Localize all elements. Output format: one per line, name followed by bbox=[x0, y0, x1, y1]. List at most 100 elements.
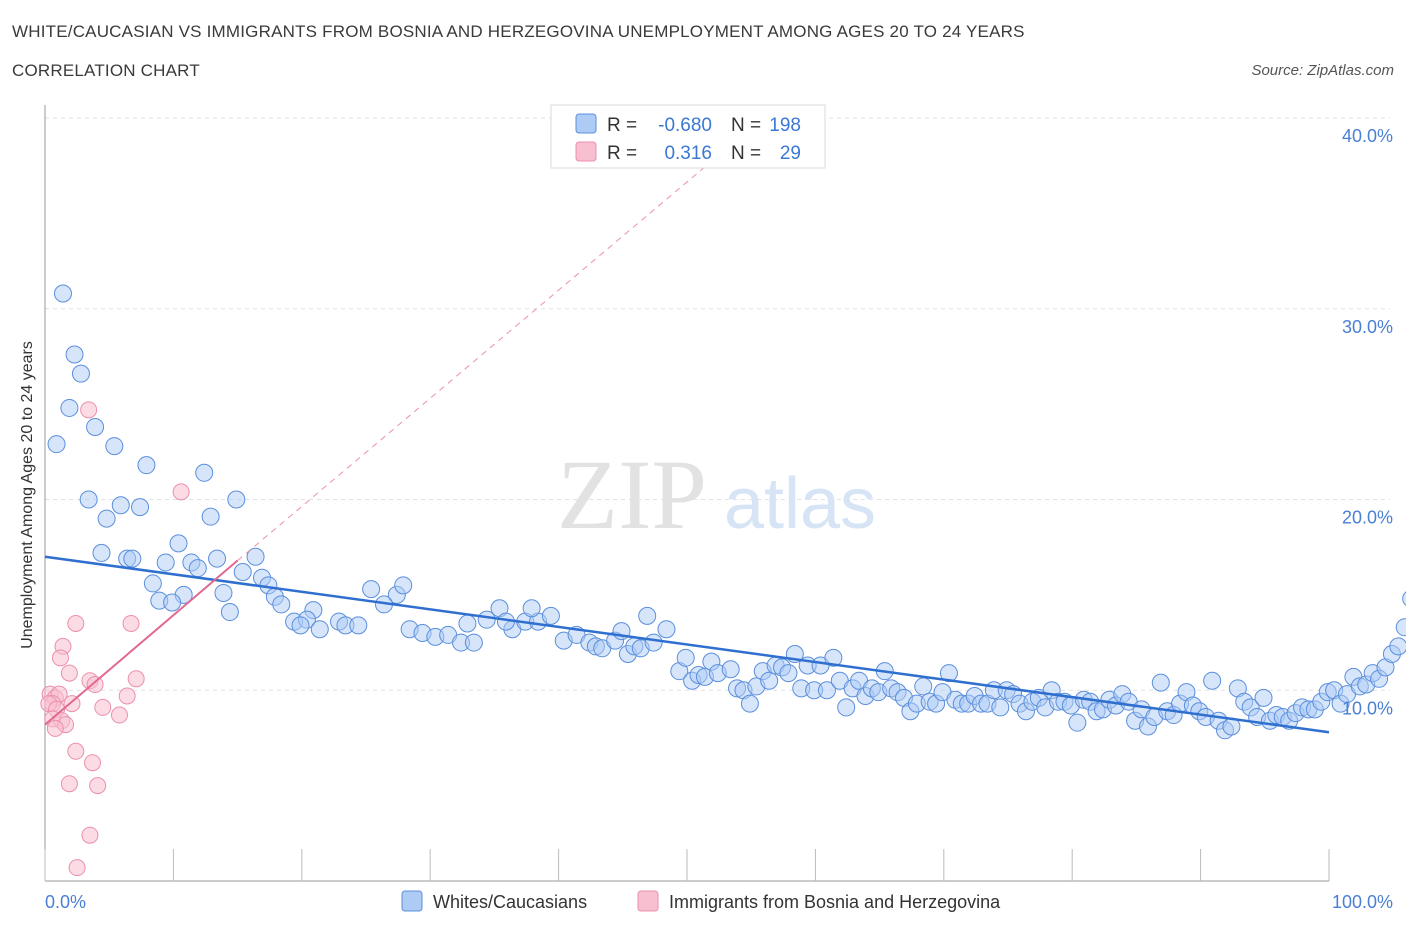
source-label: Source: ZipAtlas.com bbox=[1251, 62, 1394, 79]
point-whites bbox=[740, 694, 759, 713]
legend-r-value-blue: -0.680 bbox=[658, 115, 712, 136]
point-whites bbox=[939, 664, 958, 683]
point-immigrants bbox=[81, 826, 99, 844]
point-immigrants bbox=[94, 698, 112, 716]
point-whites bbox=[163, 593, 182, 612]
point-whites bbox=[349, 616, 368, 635]
point-whites bbox=[214, 583, 233, 602]
watermark-atlas: atlas bbox=[724, 464, 876, 544]
correlation-legend: R = -0.680 N = 198 R = 0.316 N = 29 bbox=[550, 104, 826, 169]
point-whites bbox=[291, 616, 310, 635]
x-tick-label-max: 100.0% bbox=[1332, 892, 1393, 912]
point-immigrants bbox=[67, 742, 85, 760]
point-whites bbox=[92, 543, 111, 562]
point-whites bbox=[97, 509, 116, 528]
point-whites bbox=[1402, 591, 1406, 607]
blue-series-points bbox=[47, 284, 1406, 740]
y-axis-label: Unemployment Among Ages 20 to 24 years bbox=[19, 341, 36, 649]
point-whites bbox=[105, 437, 124, 456]
point-immigrants bbox=[110, 706, 128, 724]
point-whites bbox=[541, 606, 560, 625]
point-whites bbox=[464, 633, 483, 652]
point-whites bbox=[188, 559, 207, 578]
point-immigrants bbox=[118, 687, 136, 705]
point-whites bbox=[760, 671, 779, 690]
point-whites bbox=[657, 620, 676, 639]
chart-title: WHITE/CAUCASIAN VS IMMIGRANTS FROM BOSNI… bbox=[12, 22, 1025, 41]
point-whites bbox=[1151, 673, 1170, 692]
point-whites bbox=[644, 633, 663, 652]
legend-n-label-blue: N = bbox=[731, 115, 761, 136]
point-whites bbox=[156, 553, 175, 572]
point-whites bbox=[638, 606, 657, 625]
point-immigrants bbox=[68, 859, 86, 877]
point-whites bbox=[721, 660, 740, 679]
point-immigrants bbox=[60, 664, 78, 682]
y-tick-label: 40.0% bbox=[1342, 126, 1393, 146]
point-whites bbox=[137, 456, 156, 475]
point-immigrants bbox=[60, 775, 78, 793]
point-whites bbox=[522, 599, 541, 618]
y-tick-label: 30.0% bbox=[1342, 317, 1393, 337]
point-whites bbox=[1389, 637, 1406, 656]
point-whites bbox=[123, 549, 142, 568]
point-whites bbox=[991, 698, 1010, 717]
point-whites bbox=[79, 490, 98, 509]
point-whites bbox=[779, 664, 798, 683]
series-legend: Whites/Caucasians Immigrants from Bosnia… bbox=[401, 890, 1001, 912]
point-whites bbox=[169, 534, 188, 553]
point-whites bbox=[53, 284, 72, 303]
axes bbox=[44, 105, 1330, 882]
point-whites bbox=[208, 549, 227, 568]
legend-r-label-pink: R = bbox=[607, 143, 637, 164]
pink-series-points bbox=[40, 401, 190, 877]
point-whites bbox=[676, 648, 695, 667]
grid-lines bbox=[45, 117, 1390, 691]
point-whites bbox=[837, 698, 856, 717]
point-whites bbox=[914, 677, 933, 696]
point-immigrants bbox=[172, 483, 190, 501]
point-whites bbox=[60, 398, 79, 417]
point-whites bbox=[310, 620, 329, 639]
legend-item-immigrants-swatch bbox=[637, 890, 659, 912]
point-whites bbox=[143, 574, 162, 593]
point-whites bbox=[1395, 618, 1406, 637]
watermark: ZIP atlas bbox=[557, 439, 876, 550]
tick-labels: 10.0% 20.0% 30.0% 40.0% 0.0% 100.0% bbox=[45, 126, 1393, 912]
chart-subtitle: CORRELATION CHART bbox=[12, 61, 200, 80]
point-whites bbox=[824, 648, 843, 667]
point-immigrants bbox=[63, 695, 81, 713]
legend-item-whites-swatch bbox=[401, 890, 423, 912]
x-tick-label-min: 0.0% bbox=[45, 892, 86, 912]
y-tick-label: 20.0% bbox=[1342, 508, 1393, 528]
point-whites bbox=[201, 507, 220, 526]
point-whites bbox=[817, 681, 836, 700]
point-whites bbox=[131, 498, 150, 517]
point-whites bbox=[65, 345, 84, 364]
point-immigrants bbox=[80, 401, 98, 419]
legend-r-value-pink: 0.316 bbox=[664, 143, 712, 164]
point-immigrants bbox=[51, 649, 69, 667]
point-whites bbox=[272, 595, 291, 614]
point-whites bbox=[1068, 713, 1087, 732]
point-whites bbox=[111, 496, 130, 515]
point-whites bbox=[86, 418, 105, 437]
trend-line-immigrants bbox=[44, 559, 239, 726]
point-immigrants bbox=[89, 777, 107, 795]
legend-n-label-pink: N = bbox=[731, 143, 761, 164]
point-immigrants bbox=[67, 614, 85, 632]
legend-swatch-blue bbox=[575, 113, 597, 134]
legend-swatch-pink bbox=[575, 141, 597, 162]
point-whites bbox=[71, 364, 90, 383]
point-immigrants bbox=[86, 676, 104, 694]
legend-n-value-pink: 29 bbox=[780, 143, 801, 164]
legend-item-whites-label: Whites/Caucasians bbox=[433, 892, 587, 912]
point-whites bbox=[362, 580, 381, 599]
point-whites bbox=[47, 435, 66, 454]
point-whites bbox=[1203, 671, 1222, 690]
point-whites bbox=[227, 490, 246, 509]
point-immigrants bbox=[122, 614, 140, 632]
point-immigrants bbox=[84, 754, 102, 772]
point-whites bbox=[458, 614, 477, 633]
